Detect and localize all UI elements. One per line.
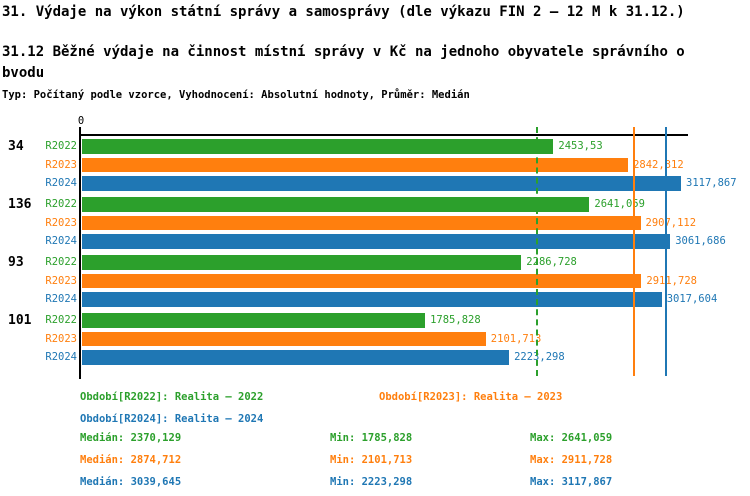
chart-group-label: 93 (8, 255, 24, 270)
bar-series-label: R2023 (45, 332, 77, 345)
bar-R2023 (82, 157, 629, 172)
bar-R2022 (82, 197, 590, 212)
bar-R2023 (82, 331, 486, 346)
bar-value-label: 2842,312 (633, 158, 684, 171)
bar-R2024 (82, 234, 671, 249)
stat-median-r2022: Medián: 2370,129 (80, 432, 182, 444)
bar-value-label: 3117,867 (686, 177, 737, 189)
bar-value-label: 2101,713 (490, 332, 542, 345)
stat-median-r2024: Medián: 3039,645 (80, 476, 182, 488)
bar-series-label: R2022 (45, 198, 77, 210)
bar-series-label: R2024 (45, 235, 77, 247)
stat-min-r2023: Min: 2101,713 (330, 454, 413, 466)
indicator-title-line1: 31.12 Běžné výdaje na činnost místní spr… (2, 44, 685, 60)
bar-value-label: 2286,728 (526, 256, 577, 268)
bar-series-label: R2024 (45, 177, 77, 189)
y-axis-line (79, 127, 81, 379)
median-line-R2022 (536, 127, 539, 376)
report-meta: Typ: Počítaný podle vzorce, Vyhodnocení:… (2, 89, 470, 101)
bar-value-label: 1785,828 (430, 314, 481, 326)
bar-value-label: 2453,53 (558, 140, 603, 152)
bar-R2022 (82, 313, 426, 328)
bar-R2022 (82, 255, 522, 270)
median-line-R2023 (633, 127, 636, 376)
chart-group-label: 136 (8, 197, 32, 212)
x-axis-line (80, 134, 688, 136)
bar-value-label: 2223,298 (514, 351, 565, 363)
chart-group-label: 101 (8, 313, 32, 328)
stat-max-r2024: Max: 3117,867 (530, 476, 613, 488)
indicator-title-line2: bvodu (2, 65, 45, 81)
bar-series-label: R2022 (45, 140, 77, 152)
bar-value-label: 2641,059 (594, 198, 645, 210)
bar-series-label: R2022 (45, 256, 77, 268)
bar-R2022 (82, 139, 554, 154)
bar-value-label: 2907,112 (645, 216, 697, 229)
legend-item-r2022: Období[R2022]: Realita – 2022 (80, 391, 264, 403)
bar-series-label: R2022 (45, 314, 77, 326)
bar-value-label: 2911,728 (646, 274, 697, 287)
bar-series-label: R2024 (45, 293, 77, 305)
chart-group-label: 34 (8, 139, 24, 154)
stat-median-r2023: Medián: 2874,712 (80, 454, 182, 466)
median-line-R2024 (665, 127, 667, 376)
bar-R2024 (82, 350, 510, 365)
stat-max-r2022: Max: 2641,059 (530, 432, 613, 444)
bar-R2023 (82, 273, 642, 288)
axis-zero-label: 0 (77, 115, 85, 127)
bar-R2024 (82, 176, 681, 191)
report-title: 31. Výdaje na výkon státní správy a samo… (2, 4, 685, 20)
stat-min-r2022: Min: 1785,828 (330, 432, 413, 444)
bar-series-label: R2023 (45, 274, 77, 287)
stat-min-r2024: Min: 2223,298 (330, 476, 413, 488)
bar-chart: 0 34 R2022 2453,53 R2023 2842,312 R2024 3117,8… (0, 110, 750, 385)
bar-series-label: R2023 (45, 216, 77, 229)
bar-series-label: R2024 (45, 351, 77, 363)
stat-max-r2023: Max: 2911,728 (530, 454, 613, 466)
bar-value-label: 3061,686 (675, 235, 726, 247)
legend-item-r2023: Období[R2023]: Realita – 2023 (379, 391, 563, 403)
bar-value-label: 3017,604 (666, 293, 718, 305)
bar-series-label: R2023 (45, 158, 77, 171)
legend-item-r2024: Období[R2024]: Realita – 2024 (80, 413, 264, 425)
bar-R2024 (82, 292, 662, 307)
bar-R2023 (82, 215, 641, 230)
